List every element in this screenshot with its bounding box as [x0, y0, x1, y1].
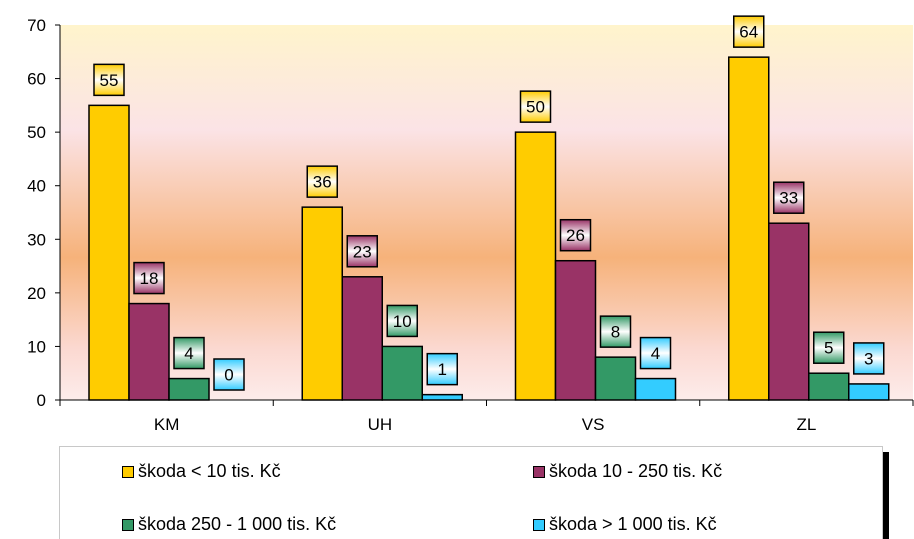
legend-swatch-2: [533, 465, 545, 478]
data-label-box: [426, 352, 458, 386]
bar: [554, 259, 597, 401]
y-tick-label: 10: [27, 337, 46, 356]
x-tick-label: VS: [582, 415, 605, 434]
data-label-box: [813, 331, 845, 364]
legend-swatch-4: [533, 518, 545, 531]
data-label: 10: [393, 312, 412, 331]
legend-item-1: škoda < 10 tis. Kč: [122, 461, 281, 482]
bar: [421, 393, 463, 401]
data-label: 18: [140, 269, 159, 288]
legend-label-2: škoda 10 - 250 tis. Kč: [549, 461, 723, 481]
data-label-box: [559, 218, 592, 252]
data-label-box: [733, 15, 765, 48]
data-label: 1: [438, 360, 447, 379]
data-label: 33: [779, 189, 798, 208]
legend-label-1: škoda < 10 tis. Kč: [138, 461, 281, 481]
legend-item-4: škoda > 1 000 tis. Kč: [533, 514, 717, 535]
legend-label-4: škoda > 1 000 tis. Kč: [549, 514, 717, 534]
bar: [768, 222, 810, 401]
bar: [808, 372, 850, 401]
data-label-box: [306, 165, 338, 198]
bar: [88, 104, 130, 401]
data-label-box: [853, 342, 885, 375]
y-tick-label: 50: [27, 123, 46, 142]
data-label-box: [173, 336, 205, 370]
x-tick-label: ZL: [796, 415, 816, 434]
data-label: 55: [100, 71, 119, 90]
y-tick-label: 0: [37, 391, 46, 410]
x-tick-label: UH: [368, 415, 393, 434]
bar: [634, 377, 677, 401]
legend-shadow: [883, 452, 889, 539]
legend-item-2: škoda 10 - 250 tis. Kč: [533, 461, 722, 482]
data-label: 64: [739, 23, 758, 42]
y-tick-label: 60: [27, 70, 46, 89]
data-label-box: [346, 235, 378, 268]
legend-item-3: škoda 250 - 1 000 tis. Kč: [122, 514, 336, 535]
legend-swatch-1: [122, 465, 134, 478]
bar: [594, 356, 637, 401]
bar: [341, 276, 383, 401]
data-label-box: [639, 336, 672, 370]
legend: škoda < 10 tis. Kč škoda 10 - 250 tis. K…: [59, 446, 883, 539]
bar: [381, 345, 423, 401]
x-tick-label: KM: [154, 415, 180, 434]
legend-label-3: škoda 250 - 1 000 tis. Kč: [138, 514, 337, 534]
data-label: 8: [611, 323, 620, 342]
data-label-box: [773, 181, 805, 214]
y-tick-label: 20: [27, 284, 46, 303]
y-tick-label: 70: [27, 16, 46, 35]
data-label: 0: [224, 366, 233, 385]
data-label: 26: [566, 226, 585, 245]
data-label-box: [386, 304, 418, 338]
bar: [168, 377, 210, 401]
data-label-box: [133, 261, 165, 295]
legend-swatch-3: [122, 518, 134, 531]
bar: [514, 131, 557, 401]
bar: [728, 56, 770, 401]
y-tick-label: 40: [27, 177, 46, 196]
bar: [848, 383, 890, 401]
bar: [301, 206, 343, 401]
data-label-box: [93, 63, 125, 97]
bar: [128, 302, 170, 401]
y-tick-label: 30: [27, 230, 46, 249]
data-label: 3: [864, 349, 873, 368]
data-label-box: [519, 90, 552, 123]
data-label: 50: [526, 98, 545, 117]
data-label: 4: [651, 344, 660, 363]
data-label-box: [213, 358, 245, 391]
data-label: 36: [313, 173, 332, 192]
data-label: 5: [824, 339, 833, 358]
data-label: 23: [353, 242, 372, 261]
data-label-box: [599, 315, 632, 348]
data-label: 4: [184, 344, 193, 363]
